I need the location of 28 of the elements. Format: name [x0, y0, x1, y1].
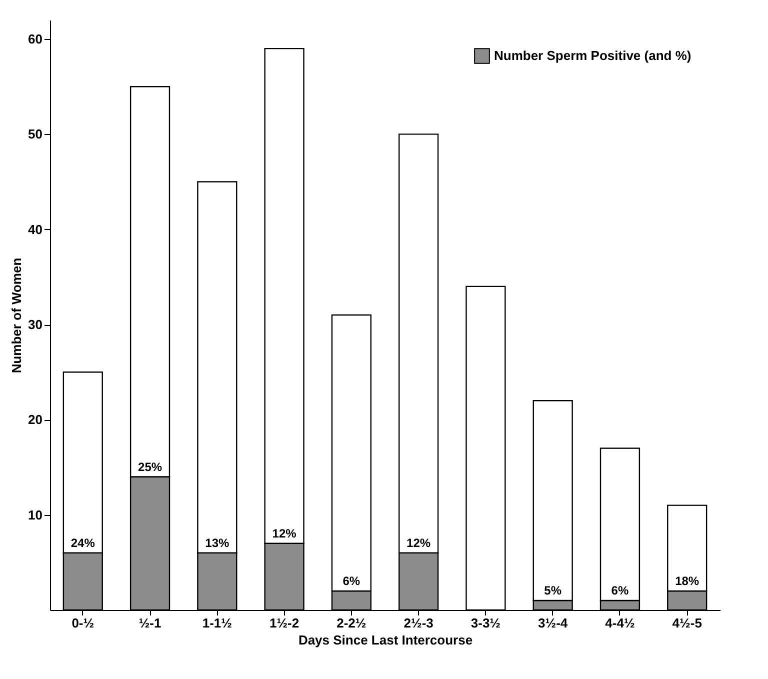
y-tick-label: 10	[28, 507, 42, 522]
annotation: 12%	[272, 526, 297, 540]
x-tick-label: 2-2½	[336, 616, 366, 630]
annotation: 24%	[70, 536, 96, 550]
x-tick-label: 2½-3	[404, 616, 434, 630]
annotation: 25%	[138, 460, 162, 474]
annotation: 18%	[675, 574, 700, 588]
x-tick-label: 4½-5	[672, 616, 702, 630]
y-tick-label: 30	[28, 317, 42, 332]
x-tick-label: 0-½	[72, 616, 94, 630]
annotation: 6%	[611, 583, 629, 598]
x-tick-label: 4-4½	[605, 616, 635, 630]
x-tick-label: 1-1½	[202, 616, 232, 630]
x-tick-label: 3-3½	[470, 616, 501, 630]
y-axis-title: Number of Women	[9, 258, 24, 374]
legend-label: Number Sperm Positive (and %)	[494, 48, 692, 63]
x-axis-title: Days Since Last Intercourse	[298, 632, 473, 648]
x-tick-label: 1½-2	[269, 616, 300, 630]
annotation: 13%	[205, 536, 230, 550]
x-tick-label: ½-1	[138, 616, 162, 630]
y-tick-label: 40	[28, 222, 42, 237]
x-tick-label: 3½-4	[538, 616, 568, 630]
annotation: 6%	[342, 574, 360, 588]
y-tick-label: 50	[28, 126, 42, 142]
annotation: 5%	[544, 583, 562, 598]
y-tick-label: 60	[28, 32, 42, 47]
annotation: 12%	[406, 536, 431, 550]
y-tick-label: 20	[28, 412, 42, 428]
